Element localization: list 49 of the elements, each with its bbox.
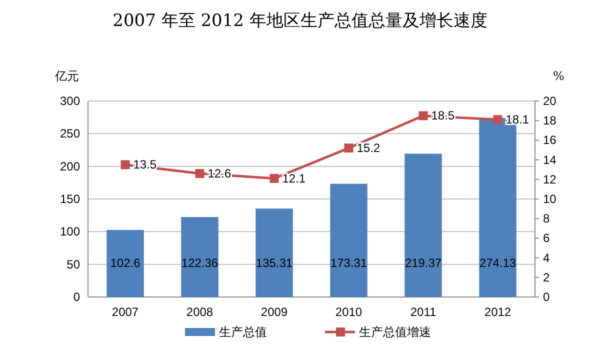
point (195, 169, 204, 178)
x-tick-label: 2009 (260, 305, 288, 319)
point (270, 174, 279, 183)
x-tick-label: 2011 (410, 305, 436, 319)
y2-tick-label: 16 (543, 133, 557, 148)
y-tick-label: 200 (60, 159, 80, 174)
y2-axis-title: % (553, 69, 564, 83)
x-tick-label: 2012 (484, 305, 512, 319)
y2-tick-label: 10 (543, 192, 557, 206)
y2-tick-label: 0 (543, 290, 550, 304)
y-tick-label: 150 (60, 192, 80, 206)
bar (181, 217, 218, 297)
data-label: 18.1 (506, 112, 530, 127)
point (120, 160, 130, 170)
y2-tick-label: 2 (543, 270, 550, 284)
bar (330, 184, 368, 297)
data-label: 15.2 (356, 141, 380, 156)
y2-tick-label: 6 (543, 231, 550, 246)
data-label: 173.31 (330, 256, 368, 270)
y-tick-label: 100 (60, 224, 80, 239)
y2-tick-label: 4 (543, 250, 550, 265)
x-tick-label: 2008 (186, 305, 214, 319)
point (418, 111, 428, 120)
y2-tick-label: 18 (543, 114, 557, 128)
y2-tick-label: 12 (543, 172, 557, 186)
bar (404, 154, 442, 297)
point (344, 144, 354, 153)
y2-tick-label: 8 (543, 212, 550, 226)
chart-title: 2007 年至 2012 年地区生产总值总量及增长速度 (112, 11, 488, 31)
bar (256, 208, 293, 297)
y-tick-label: 250 (60, 126, 80, 141)
y2-tick-label: 14 (543, 152, 557, 167)
x-tick-label: 2007 (112, 305, 139, 319)
point (493, 115, 502, 124)
y-tick-label: 50 (66, 257, 80, 272)
bar (106, 230, 144, 297)
y2-tick-label: 20 (543, 94, 557, 108)
data-label: 274.13 (479, 256, 516, 270)
y-tick-label: 0 (73, 290, 80, 304)
data-label: 12.1 (282, 171, 306, 186)
data-label: 122.36 (181, 256, 218, 270)
y-axis-title: 亿元 (54, 69, 79, 83)
x-tick-label: 2010 (335, 305, 362, 319)
data-label: 102.6 (110, 256, 141, 270)
y-tick-label: 300 (60, 94, 80, 108)
data-label: 219.37 (404, 256, 442, 270)
legend-label: 生产总值 (219, 325, 267, 339)
legend-label: 生产总值增速 (359, 325, 431, 339)
data-label: 135.31 (256, 256, 293, 270)
